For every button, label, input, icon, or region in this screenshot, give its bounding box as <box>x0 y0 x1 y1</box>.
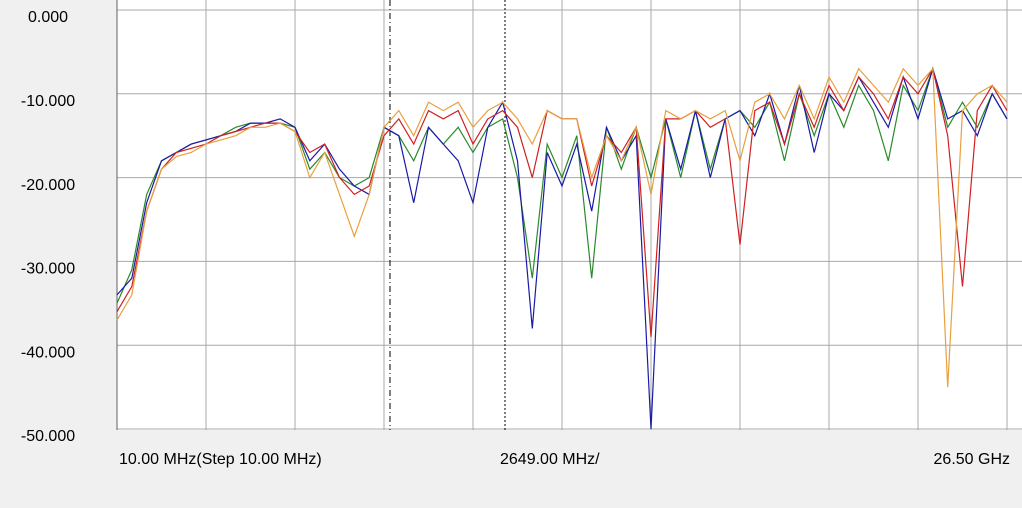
x-label: 26.50 GHz <box>934 451 1010 468</box>
y-tick-label: -20.000 <box>21 177 75 194</box>
y-tick-label: -10.000 <box>21 93 75 110</box>
x-label: 2649.00 MHz/ <box>500 451 600 468</box>
y-tick-label: -40.000 <box>21 344 75 361</box>
y-tick-label: -30.000 <box>21 261 75 278</box>
plot-area <box>117 0 1022 430</box>
trace-line <box>116 67 1008 388</box>
y-tick-label: 0.000 <box>28 9 68 26</box>
x-label: 10.00 MHz(Step 10.00 MHz) <box>119 451 322 468</box>
y-tick-label: -50.000 <box>21 428 75 445</box>
